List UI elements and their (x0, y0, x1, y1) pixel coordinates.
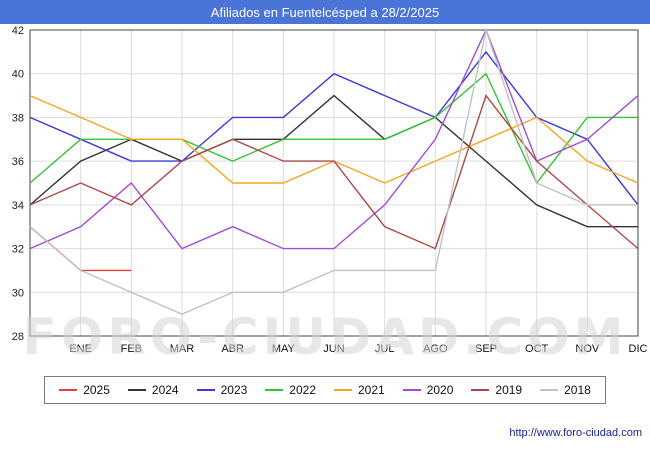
series-line-2018 (29, 27, 638, 315)
legend-swatch (59, 389, 78, 391)
legend-item-2025: 2025 (59, 383, 110, 397)
legend-swatch (196, 389, 215, 391)
x-tick-label: JUN (323, 343, 344, 355)
legend-label: 2020 (426, 383, 454, 397)
x-tick-label: DIC (629, 343, 648, 355)
legend-item-2023: 2023 (196, 383, 248, 397)
y-tick-label: 30 (12, 287, 24, 299)
x-tick-label: ABR (221, 343, 244, 355)
chart-svg: 28 30 32 34 36 38 40 42 ENE FEB MAR ABR MAY JUN JUL AGO… (12, 25, 648, 355)
y-tick-label: 34 (12, 200, 24, 212)
x-tick-label: MAY (272, 343, 296, 355)
y-tick-label: 36 (12, 156, 24, 168)
legend-item-2022: 2022 (265, 383, 316, 397)
legend-label: 2022 (289, 383, 316, 397)
series-line-2019 (29, 94, 639, 250)
legend-label: 2023 (220, 383, 248, 397)
footer-url[interactable]: http://www.foro-ciudad.com (509, 427, 642, 439)
legend-swatch (540, 389, 559, 391)
legend-swatch (471, 389, 490, 391)
legend-label: 2025 (83, 383, 110, 397)
y-tick-label: 32 (12, 244, 24, 256)
legend-label: 2021 (358, 383, 385, 397)
y-tick-label: 40 (12, 69, 24, 81)
legend-item-2024: 2024 (127, 383, 179, 397)
legend-swatch (402, 389, 421, 391)
legend-label: 2019 (495, 383, 523, 397)
legend-wrap: 2025 2024 2023 2022 2021 2020 2019 2018 (0, 376, 650, 404)
legend-swatch (127, 389, 146, 391)
legend: 2025 2024 2023 2022 2021 2020 2019 2018 (44, 376, 606, 404)
legend-item-2018: 2018 (540, 383, 591, 397)
legend-item-2021: 2021 (334, 383, 385, 397)
x-tick-label: FEB (121, 343, 142, 355)
x-tick-label: NOV (575, 343, 600, 355)
x-tick-label: JUL (375, 343, 395, 355)
x-tick-label: SEP (475, 343, 497, 355)
chart-title: Afiliados en Fuentelcésped a 28/2/2025 (210, 4, 440, 20)
y-tick-label: 42 (12, 25, 24, 37)
legend-item-2019: 2019 (471, 383, 522, 397)
x-tick-label: AGO (423, 343, 448, 355)
legend-item-2020: 2020 (402, 383, 454, 397)
y-tick-label: 28 (12, 331, 24, 343)
legend-swatch (265, 389, 284, 391)
x-tick-label: OCT (525, 343, 549, 355)
x-tick-label: MAR (170, 343, 195, 355)
y-tick-label: 38 (12, 112, 24, 124)
chart-title-bar: Afiliados en Fuentelcésped a 28/2/2025 (0, 0, 650, 24)
legend-label: 2024 (151, 383, 179, 397)
x-tick-label: ENE (69, 343, 92, 355)
legend-swatch (334, 389, 352, 391)
legend-label: 2018 (564, 383, 591, 397)
